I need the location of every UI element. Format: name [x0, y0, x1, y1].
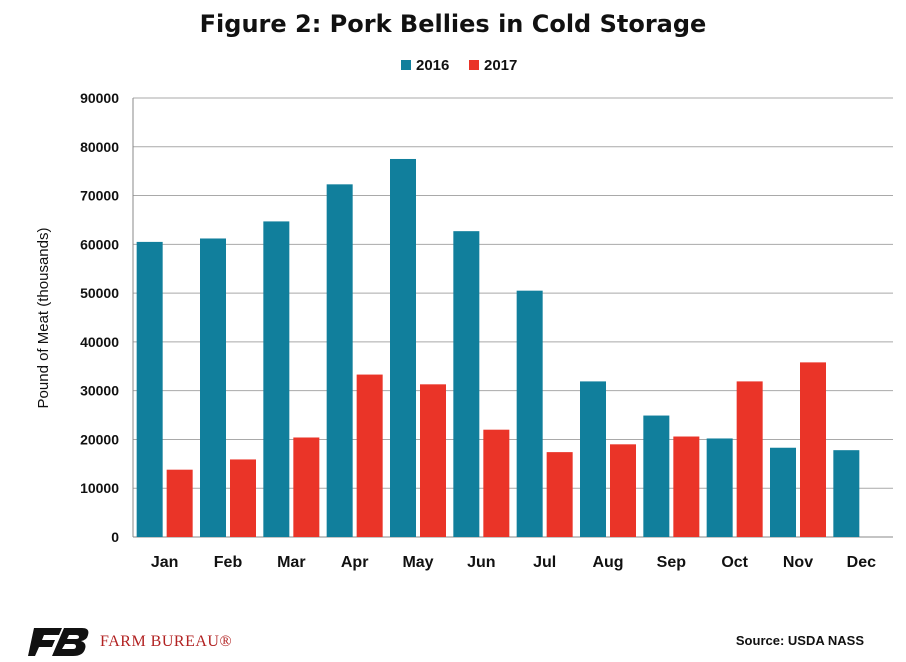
bar-2016-jun: [453, 231, 480, 537]
bar-2017-nov: [800, 362, 826, 537]
y-tick-label: 0: [111, 529, 119, 545]
x-tick-label-dec: Dec: [847, 554, 876, 571]
y-tick-label: 80000: [80, 139, 119, 155]
x-axis-ticks: Jan Feb Mar Apr May Jun Jul Aug Sep Oct Nov Dec: [151, 554, 876, 571]
y-tick-label: 20000: [80, 431, 119, 447]
y-axis-label: Pound of Meat (thousands): [35, 228, 52, 409]
bar-2017-may: [420, 384, 446, 537]
bar-2017-jul: [546, 452, 573, 537]
y-tick-label: 40000: [80, 334, 119, 350]
x-tick-label-may: May: [402, 554, 433, 571]
bar-2017-feb: [230, 459, 256, 537]
bar-2017-jan: [166, 469, 193, 537]
legend-label-2017: 2017: [484, 57, 517, 74]
farm-bureau-fb-logo-icon: [28, 628, 89, 656]
bar-2017-oct: [736, 381, 763, 537]
y-axis-ticks: 0 10000 20000 30000 40000 50000 60000 70000 8000…: [80, 90, 119, 545]
bar-2016-jul: [516, 290, 543, 537]
bar-2016-jan: [136, 241, 163, 537]
y-tick-label: 30000: [80, 383, 119, 399]
x-tick-label-sep: Sep: [657, 554, 687, 571]
bar-2016-feb: [200, 238, 226, 538]
x-tick-label-apr: Apr: [341, 554, 369, 571]
legend-swatch-2016: [401, 60, 411, 70]
bars: [136, 158, 860, 538]
bar-2017-mar: [293, 437, 320, 537]
source-note: Source: USDA NASS: [735, 633, 864, 648]
x-tick-label-nov: Nov: [783, 554, 813, 571]
bar-2017-aug: [610, 444, 636, 537]
farm-bureau-wordmark: FARM BUREAU®: [100, 633, 233, 650]
bar-2016-sep: [643, 415, 670, 537]
bar-2017-apr: [356, 374, 383, 537]
y-tick-label: 50000: [80, 285, 119, 301]
x-tick-label-mar: Mar: [277, 554, 305, 571]
y-tick-label: 70000: [80, 188, 119, 204]
farm-bureau-logo: FARM BUREAU®: [28, 626, 232, 658]
bar-2017-jun: [483, 429, 510, 537]
x-tick-label-feb: Feb: [214, 554, 243, 571]
bar-2016-apr: [326, 184, 353, 537]
bar-2016-oct: [706, 438, 733, 537]
x-tick-label-aug: Aug: [592, 554, 623, 571]
chart-title: Figure 2: Pork Bellies in Cold Storage: [199, 10, 707, 38]
x-tick-label-oct: Oct: [721, 554, 748, 571]
legend: 2016 2017: [401, 57, 517, 74]
x-tick-label-jun: Jun: [467, 554, 495, 571]
bar-2016-dec: [833, 450, 860, 537]
x-tick-label-jan: Jan: [151, 554, 179, 571]
legend-swatch-2017: [469, 60, 479, 70]
y-tick-label: 90000: [80, 90, 119, 106]
legend-label-2016: 2016: [416, 57, 449, 74]
bar-2017-sep: [673, 436, 700, 537]
bar-2016-aug: [580, 381, 606, 537]
y-tick-label: 60000: [80, 236, 119, 252]
bar-2016-may: [390, 158, 416, 537]
gridlines: [132, 97, 893, 538]
x-tick-label-jul: Jul: [533, 554, 556, 571]
bar-2016-nov: [770, 447, 796, 537]
bar-2016-mar: [263, 221, 290, 537]
y-tick-label: 10000: [80, 480, 119, 496]
